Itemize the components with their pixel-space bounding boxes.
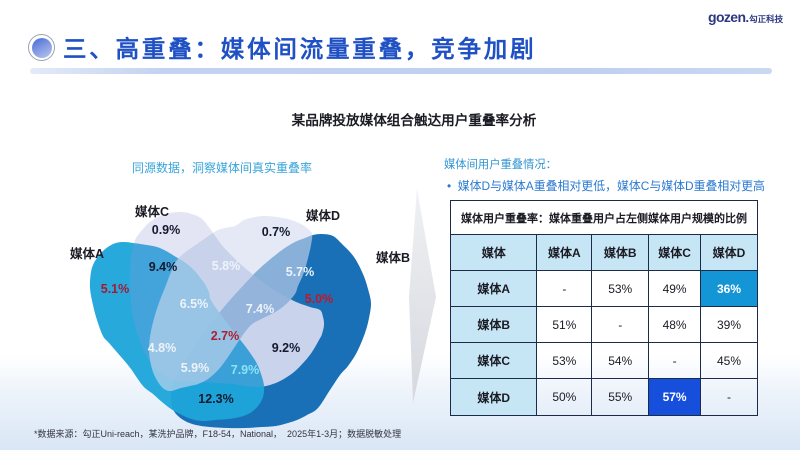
svg-text:5.7%: 5.7% [286,265,315,279]
svg-text:7.9%: 7.9% [231,363,260,377]
svg-text:7.4%: 7.4% [246,302,275,316]
svg-text:5.9%: 5.9% [181,361,210,375]
svg-text:5.0%: 5.0% [305,292,334,306]
svg-text:9.2%: 9.2% [272,341,301,355]
svg-text:媒体B: 媒体B [376,250,410,265]
svg-text:12.3%: 12.3% [198,392,233,406]
svg-text:媒体A: 媒体A [70,246,104,261]
svg-text:0.9%: 0.9% [152,223,181,237]
svg-text:6.5%: 6.5% [180,297,209,311]
svg-text:5.1%: 5.1% [101,282,130,296]
svg-text:2.7%: 2.7% [211,329,240,343]
svg-text:5.8%: 5.8% [212,259,241,273]
svg-text:0.7%: 0.7% [262,225,291,239]
svg-text:4.8%: 4.8% [148,341,177,355]
svg-text:媒体C: 媒体C [135,204,169,219]
svg-text:9.4%: 9.4% [149,260,178,274]
svg-text:媒体D: 媒体D [306,208,340,223]
